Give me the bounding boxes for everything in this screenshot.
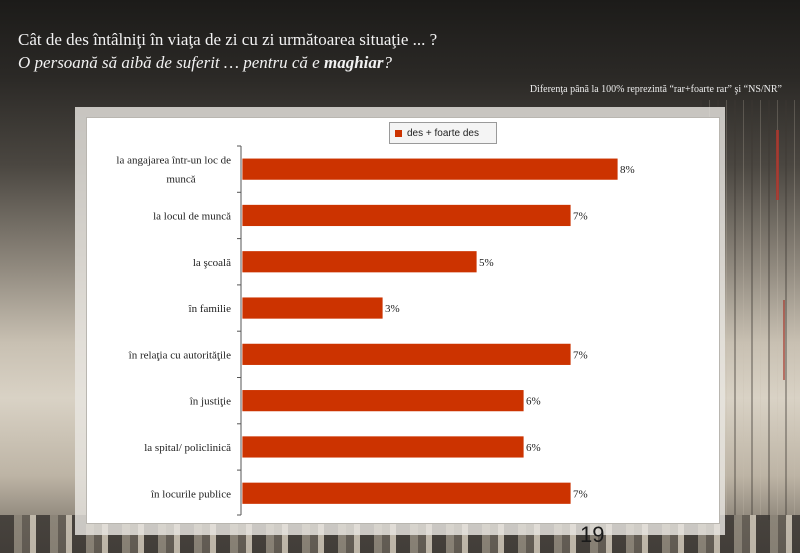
bar (241, 250, 478, 274)
data-label: 5% (479, 257, 494, 269)
bar (241, 157, 619, 181)
data-label: 6% (526, 396, 541, 408)
page-number: 19 (580, 522, 605, 547)
category-label: muncă (166, 174, 195, 186)
bar (241, 296, 384, 320)
background-accent-2 (783, 300, 785, 380)
title-line-2-suffix: ? (383, 53, 393, 72)
bar (241, 342, 572, 366)
data-label: 7% (573, 349, 588, 361)
chart-legend: des + foarte des (389, 122, 497, 144)
category-label: în familie (188, 303, 232, 315)
category-label: la spital/ policlinică (144, 442, 231, 454)
legend-swatch (395, 129, 402, 137)
data-label: 8% (620, 164, 635, 176)
bar (241, 435, 525, 459)
bar (241, 389, 525, 413)
category-label: în relaţia cu autorităţile (128, 349, 231, 361)
category-label: în locurile publice (150, 488, 231, 500)
title-line-1: Cât de des întâlniţi în viaţa de zi cu z… (18, 30, 438, 49)
category-label: la şcoală (193, 257, 231, 269)
data-label: 7% (573, 210, 588, 222)
title-line-2: O persoană să aibă de suferit … pentru c… (18, 51, 437, 74)
legend-label: des + foarte des (407, 127, 479, 139)
bar (241, 481, 572, 505)
slide-title: Cât de des întâlniţi în viaţa de zi cu z… (18, 28, 437, 74)
data-label: 7% (573, 488, 588, 500)
title-line-2-prefix: O persoană să aibă de suferit … pentru c… (18, 53, 324, 72)
background-accent (776, 130, 779, 200)
data-label: 3% (385, 303, 400, 315)
bar (241, 204, 572, 227)
category-label: la angajarea într-un loc de (116, 155, 231, 167)
footnote: Diferenţa până la 100% reprezintă “rar+f… (529, 84, 782, 95)
title-line-2-bold: maghiar (323, 53, 384, 72)
category-label: la locul de muncă (153, 210, 231, 222)
data-label: 6% (526, 442, 541, 454)
category-label: în justiţie (189, 396, 231, 408)
